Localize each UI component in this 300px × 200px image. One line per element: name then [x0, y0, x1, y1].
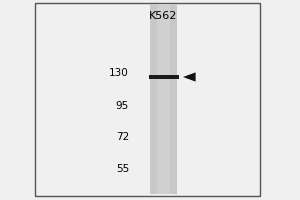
FancyBboxPatch shape	[157, 4, 170, 194]
FancyBboxPatch shape	[150, 4, 177, 194]
Text: 55: 55	[116, 164, 129, 174]
Text: K562: K562	[149, 11, 178, 21]
Text: 130: 130	[109, 68, 129, 78]
FancyBboxPatch shape	[34, 3, 260, 196]
Text: 72: 72	[116, 132, 129, 142]
Text: 95: 95	[116, 101, 129, 111]
FancyBboxPatch shape	[148, 75, 178, 79]
Polygon shape	[183, 72, 196, 82]
